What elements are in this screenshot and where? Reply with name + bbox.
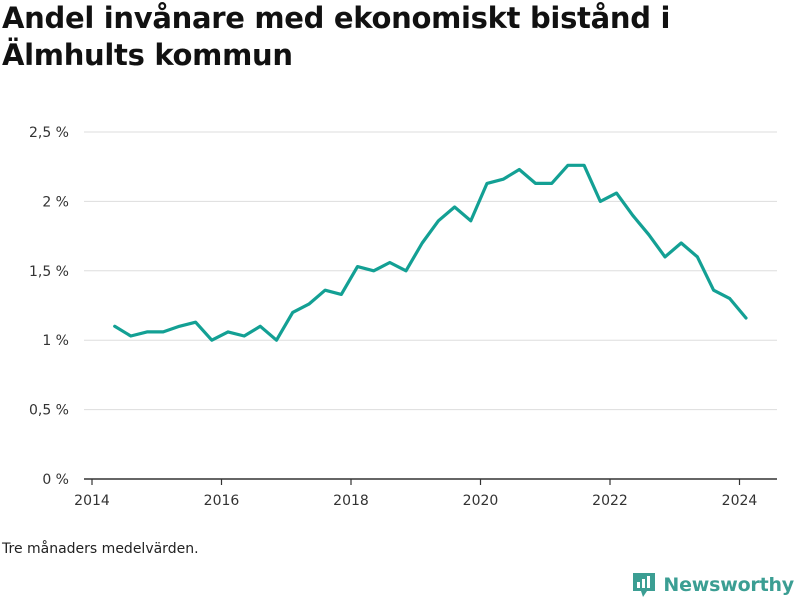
data-point[interactable] [111, 322, 119, 330]
y-tick-label: 0,5 % [29, 403, 69, 419]
data-point[interactable] [289, 308, 297, 316]
data-point[interactable] [370, 267, 378, 275]
chart-title: Andel invånare med ekonomiskt bistånd i … [2, 1, 671, 72]
data-point[interactable] [483, 179, 491, 187]
x-axis: 2014 2016 2018 2020 2022 2024 [74, 478, 777, 509]
data-point[interactable] [677, 239, 685, 247]
x-tick-label: 2024 [722, 493, 758, 509]
data-point[interactable] [726, 295, 734, 303]
data-point[interactable] [661, 253, 669, 261]
x-tick-label: 2022 [592, 493, 628, 509]
data-point[interactable] [596, 197, 604, 205]
data-point[interactable] [240, 332, 248, 340]
data-point[interactable] [629, 211, 637, 219]
data-point[interactable] [321, 286, 329, 294]
data-point[interactable] [127, 332, 135, 340]
x-tick-label: 2020 [463, 493, 499, 509]
gridlines [84, 131, 777, 411]
data-point[interactable] [256, 322, 264, 330]
y-tick-label: 2,5 % [29, 125, 69, 141]
data-point[interactable] [159, 328, 167, 336]
data-point[interactable] [742, 314, 750, 322]
y-tick-label: 2 % [42, 194, 69, 210]
data-point[interactable] [208, 336, 216, 344]
series-line [113, 163, 748, 342]
data-point[interactable] [434, 217, 442, 225]
data-point[interactable] [499, 175, 507, 183]
data-point[interactable] [402, 267, 410, 275]
data-point[interactable] [532, 179, 540, 187]
data-point[interactable] [451, 203, 459, 211]
data-point[interactable] [192, 318, 200, 326]
x-tick-label: 2016 [204, 493, 240, 509]
data-point[interactable] [386, 258, 394, 266]
data-point[interactable] [612, 189, 620, 197]
data-point[interactable] [224, 328, 232, 336]
brand-logo[interactable]: Newsworthy [631, 570, 794, 600]
brand-name: Newsworthy [663, 574, 794, 596]
data-point[interactable] [337, 290, 345, 298]
x-tick-label: 2014 [74, 493, 110, 509]
y-tick-label: 1 % [42, 333, 69, 349]
data-point[interactable] [353, 263, 361, 271]
data-point[interactable] [693, 253, 701, 261]
data-series [111, 161, 750, 344]
data-point[interactable] [273, 336, 281, 344]
data-point[interactable] [143, 328, 151, 336]
data-point[interactable] [467, 217, 475, 225]
data-point[interactable] [418, 239, 426, 247]
x-tick-label: 2018 [333, 493, 369, 509]
data-point[interactable] [564, 161, 572, 169]
data-point[interactable] [305, 300, 313, 308]
chart-footnote: Tre månaders medelvärden. [2, 541, 199, 557]
data-point[interactable] [645, 231, 653, 239]
data-point[interactable] [580, 161, 588, 169]
y-tick-label: 1,5 % [29, 264, 69, 280]
data-point[interactable] [175, 322, 183, 330]
data-point[interactable] [515, 165, 523, 173]
data-point[interactable] [548, 179, 556, 187]
y-axis-tick-labels: 0 % 0,5 % 1 % 1,5 % 2 % 2,5 % [29, 125, 69, 488]
data-point[interactable] [710, 286, 718, 294]
newsworthy-logo-icon [633, 573, 656, 597]
y-tick-label: 0 % [42, 472, 69, 488]
